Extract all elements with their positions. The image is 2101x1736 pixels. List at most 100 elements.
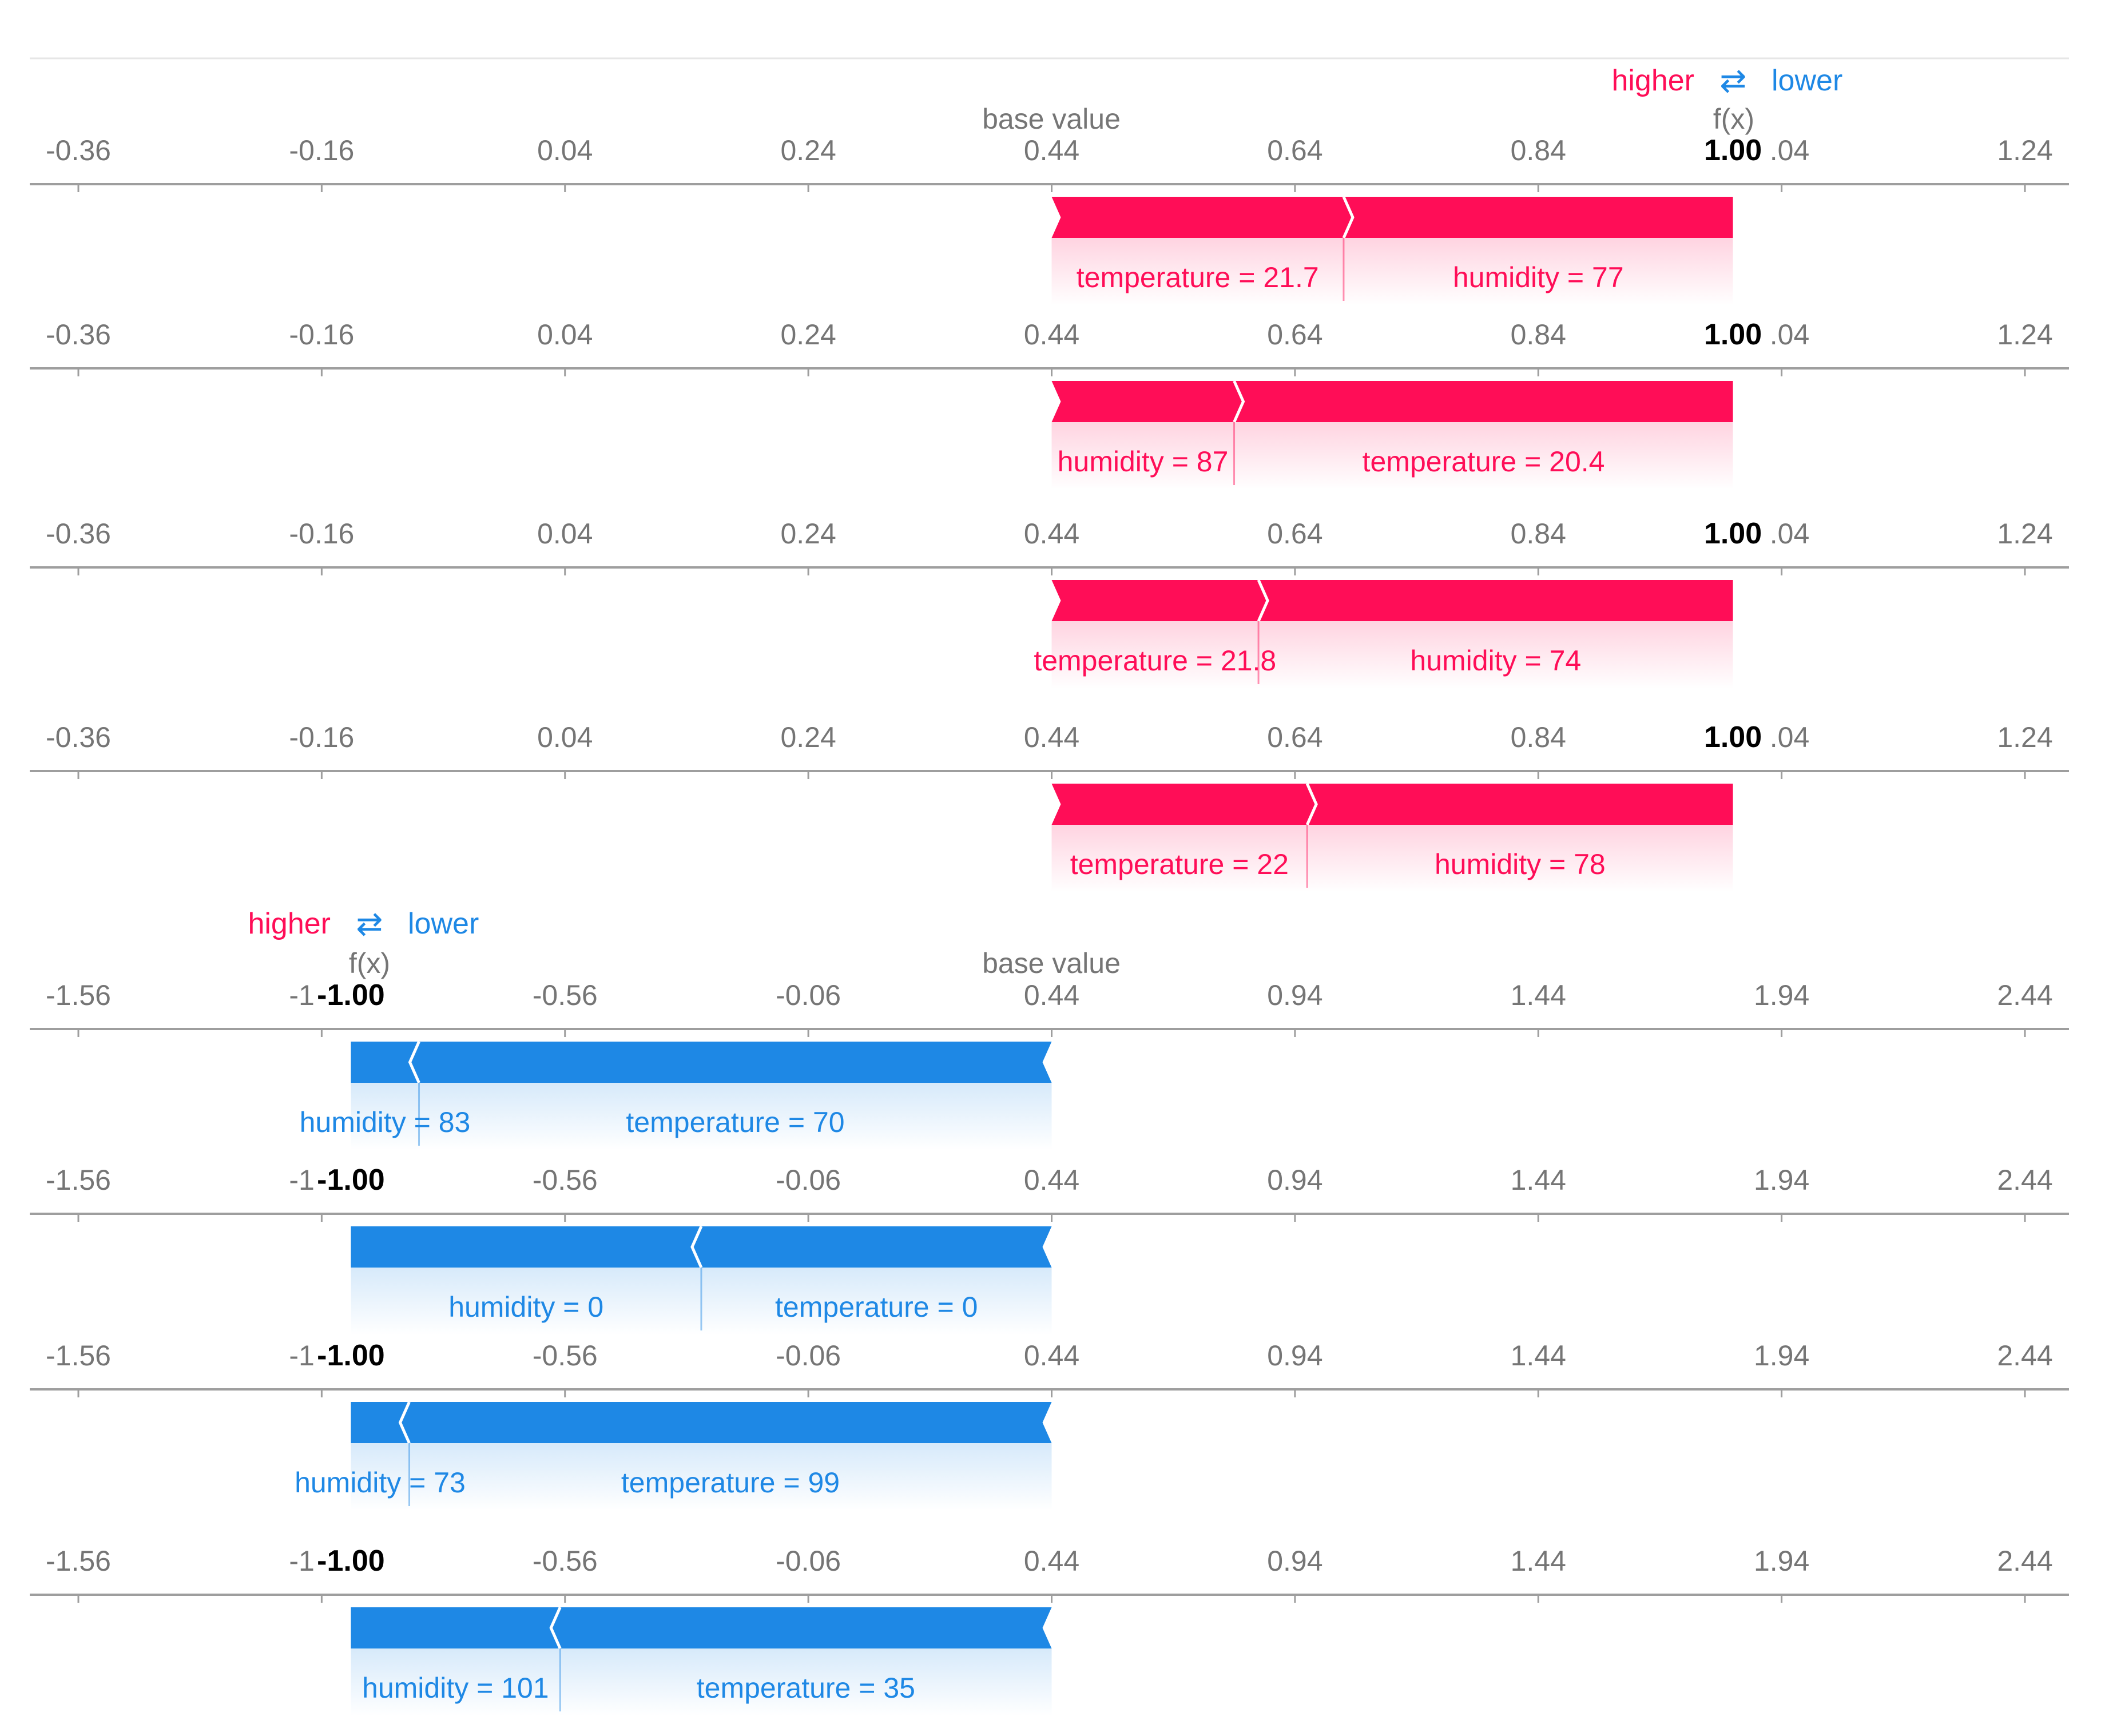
tick-label: 1.44: [1511, 1340, 1566, 1372]
tick-label: -0.06: [776, 1545, 841, 1577]
positive-force-bar: [1051, 381, 1733, 422]
feature-label: humidity = 73: [295, 1467, 466, 1499]
base-value-label: base value: [982, 103, 1121, 135]
legend-swap-icon: ⇄: [356, 905, 383, 942]
legend-higher-text: higher: [248, 907, 331, 940]
legend-lower-text: lower: [408, 907, 479, 940]
tick-label: -1.56: [46, 1545, 111, 1577]
bar-fade: [351, 1083, 1052, 1150]
tick-label: 0.94: [1267, 1164, 1322, 1196]
tick-label: 0.44: [1024, 721, 1079, 753]
feature-label: temperature = 99: [621, 1467, 840, 1499]
fx-label-bg: [1697, 319, 1769, 349]
force-row: -1.56-1.06-0.56-0.060.440.941.441.942.44…: [30, 1339, 2069, 1511]
group-2-header: higher ⇄ lower base value f(x): [248, 905, 1120, 979]
feature-label: temperature = 0: [775, 1291, 978, 1323]
tick-label: 0.24: [780, 721, 836, 753]
tick-label: 0.44: [1024, 134, 1079, 166]
tick-label: 0.84: [1511, 721, 1566, 753]
tick-label: 1.94: [1754, 1164, 1809, 1196]
tick-label: 0.84: [1511, 319, 1566, 351]
tick-label: 0.44: [1024, 979, 1079, 1011]
tick-label: 0.64: [1267, 319, 1322, 351]
bar-fade: [351, 1268, 1052, 1335]
tick-label: -0.06: [776, 1340, 841, 1372]
tick-label: -0.16: [289, 518, 354, 550]
tick-label: 0.44: [1024, 1164, 1079, 1196]
bar-fade: [1051, 621, 1733, 689]
segment-divider: [398, 1401, 411, 1444]
tick-label: -1.56: [46, 1340, 111, 1372]
force-row: -0.36 -0.16 0.04 0.24 0.44 0.64 0.84 1.04 1.241.…: [30, 721, 2069, 892]
fx-value-label: 1.00: [1704, 721, 1762, 754]
negative-force-bar: [351, 1402, 1052, 1443]
bar-fade: [1051, 422, 1733, 490]
force-row: -1.56-1.06-0.56-0.060.440.941.441.942.44…: [30, 1163, 2069, 1335]
bar-fade: [351, 1648, 1052, 1716]
tick-label: -0.56: [533, 979, 598, 1011]
tick-label: 0.04: [537, 721, 593, 753]
segment-divider: [549, 1606, 562, 1650]
feature-label: humidity = 78: [1435, 848, 1606, 880]
fx-value-label: -1.00: [317, 1544, 385, 1578]
tick-label: 0.04: [537, 319, 593, 351]
force-row: -0.36 -0.16 0.04 0.24 0.44 0.64 0.84 1.04 1.241.…: [30, 318, 2069, 490]
tick-label: 0.64: [1267, 721, 1322, 753]
positive-force-bar: [1051, 784, 1733, 825]
group-1-header: higher ⇄ lower base value f(x): [982, 62, 1842, 135]
tick-label: -0.36: [46, 319, 111, 351]
force-row: -1.56-1.06-0.56-0.060.440.941.441.942.44…: [30, 979, 2069, 1150]
fx-value-label: 1.00: [1704, 517, 1762, 550]
tick-label: -0.06: [776, 979, 841, 1011]
segment-divider: [1342, 196, 1355, 239]
bar-fade: [1051, 238, 1733, 305]
tick-label: 1.94: [1754, 1340, 1809, 1372]
tick-label: 0.84: [1511, 134, 1566, 166]
tick-label: 0.64: [1267, 518, 1322, 550]
fx-label-bg: [315, 980, 387, 1010]
segment-divider: [408, 1040, 420, 1084]
fx-label-bg: [315, 1340, 387, 1370]
feature-label: humidity = 83: [300, 1106, 471, 1138]
tick-label: -1.56: [46, 979, 111, 1011]
tick-label: 0.64: [1267, 134, 1322, 166]
tick-label: 0.24: [780, 518, 836, 550]
fx-header-label: f(x): [349, 947, 390, 979]
tick-label: 0.84: [1511, 518, 1566, 550]
fx-label-bg: [1697, 518, 1769, 548]
segment-divider: [690, 1225, 703, 1269]
tick-label: 2.44: [1997, 1164, 2052, 1196]
tick-label: 2.44: [1997, 979, 2052, 1011]
positive-force-bar: [1051, 580, 1733, 621]
feature-label: humidity = 87: [1058, 446, 1229, 478]
tick-label: 0.04: [537, 518, 593, 550]
tick-label: 0.44: [1024, 518, 1079, 550]
tick-label: 1.44: [1511, 979, 1566, 1011]
tick-label: -0.06: [776, 1164, 841, 1196]
tick-label: 2.44: [1997, 1340, 2052, 1372]
feature-label: temperature = 22: [1070, 848, 1289, 880]
tick-label: 1.94: [1754, 1545, 1809, 1577]
tick-label: 0.44: [1024, 1340, 1079, 1372]
base-value-label: base value: [982, 947, 1121, 979]
tick-label: 1.94: [1754, 979, 1809, 1011]
force-row: -0.36 -0.16 0.04 0.24 0.44 0.64 0.84 1.04 1.241.…: [30, 517, 2069, 689]
feature-label: humidity = 77: [1453, 261, 1624, 293]
tick-label: -1.56: [46, 1164, 111, 1196]
tick-label: 2.44: [1997, 1545, 2052, 1577]
fx-label-bg: [1697, 722, 1769, 752]
tick-label: -0.56: [533, 1164, 598, 1196]
tick-label: 1.24: [1997, 518, 2052, 550]
tick-label: 1.44: [1511, 1164, 1566, 1196]
fx-value-label: 1.00: [1704, 318, 1762, 351]
feature-label: temperature = 21.8: [1034, 645, 1276, 677]
bar-fade: [1051, 825, 1733, 892]
tick-label: 1.44: [1511, 1545, 1566, 1577]
fx-value-label: -1.00: [317, 1339, 385, 1372]
tick-label: -0.36: [46, 518, 111, 550]
tick-label: -0.36: [46, 721, 111, 753]
tick-label: 0.94: [1267, 1545, 1322, 1577]
tick-label: 1.24: [1997, 721, 2052, 753]
feature-label: humidity = 101: [362, 1672, 549, 1704]
fx-label-bg: [315, 1165, 387, 1194]
